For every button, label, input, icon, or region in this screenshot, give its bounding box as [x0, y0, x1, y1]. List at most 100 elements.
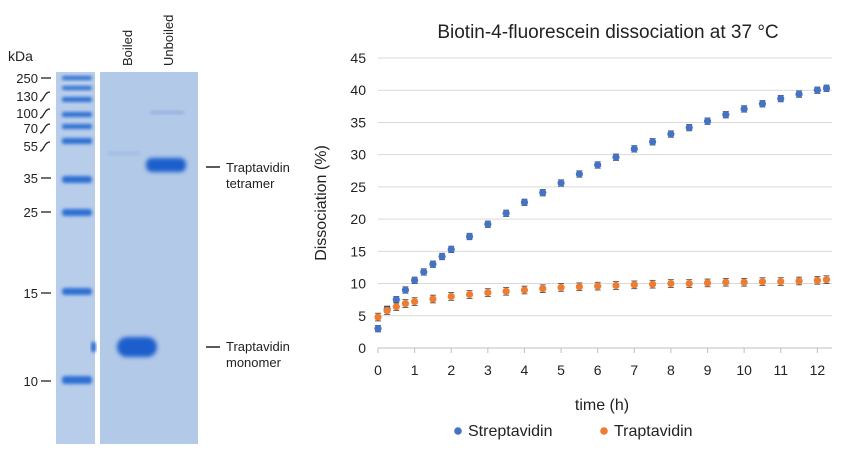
data-point-traptavidin — [465, 290, 474, 299]
ladder-band — [62, 288, 92, 295]
x-tick-label: 0 — [374, 362, 382, 378]
marker-label-70: 70 — [24, 121, 38, 136]
data-point-traptavidin — [777, 278, 785, 286]
data-point-traptavidin — [667, 279, 675, 288]
data-point-streptavidin — [594, 161, 602, 169]
annotation-tetramer-line1: Traptavidin — [226, 160, 290, 175]
data-point-traptavidin — [401, 299, 410, 308]
monomer-edge-mark — [91, 342, 96, 352]
data-point-traptavidin — [539, 285, 547, 293]
y-tick-label: 25 — [350, 179, 366, 195]
data-point-traptavidin — [520, 286, 529, 294]
marker-label-130: 130 — [16, 89, 38, 104]
data-point-traptavidin — [484, 288, 492, 297]
annotation-tetramer: Traptavidin tetramer — [206, 160, 290, 191]
marker-tick — [39, 123, 51, 134]
data-point-traptavidin — [685, 279, 693, 288]
data-point-traptavidin — [557, 283, 565, 292]
data-point-traptavidin — [612, 281, 620, 290]
tetramer-band — [146, 158, 186, 172]
marker-label-250: 250 — [16, 71, 38, 86]
data-point-traptavidin — [813, 276, 821, 284]
data-point-traptavidin — [594, 282, 602, 290]
annotation-monomer-line1: Traptavidin — [226, 339, 290, 354]
gel-lane-label-unboiled: Unboiled — [161, 15, 176, 66]
data-point-streptavidin — [795, 90, 803, 98]
data-point-streptavidin — [429, 260, 437, 268]
ladder-band — [62, 97, 92, 102]
data-point-traptavidin — [722, 278, 730, 286]
data-point-traptavidin — [374, 313, 382, 321]
data-point-streptavidin — [438, 252, 446, 261]
marker-tick — [39, 108, 51, 119]
marker-label-55: 55 — [24, 139, 38, 154]
x-tick-label: 1 — [411, 362, 419, 378]
y-tick-label: 45 — [350, 50, 366, 66]
ladder-band — [62, 112, 92, 117]
gel-lane-divider — [95, 72, 100, 444]
ladder-band — [62, 76, 92, 80]
legend-marker-traptavidin — [600, 427, 608, 435]
legend-marker-streptavidin — [454, 427, 462, 435]
data-point-streptavidin — [447, 245, 455, 253]
data-point-streptavidin — [813, 86, 821, 94]
chart-legend: Streptavidin Traptavidin — [454, 423, 693, 440]
data-point-streptavidin — [575, 170, 583, 178]
data-point-traptavidin — [447, 292, 455, 301]
data-point-streptavidin — [722, 111, 730, 119]
data-point-streptavidin — [740, 105, 748, 113]
series-traptavidin — [374, 275, 831, 322]
faint-band — [150, 111, 184, 114]
data-point-traptavidin — [392, 303, 400, 311]
y-tick-label: 15 — [350, 243, 366, 259]
y-tick-label: 30 — [350, 147, 366, 163]
marker-label-10: 10 — [24, 374, 38, 389]
data-point-streptavidin — [822, 84, 831, 92]
data-point-streptavidin — [484, 220, 492, 228]
ladder-band — [62, 209, 92, 216]
data-point-traptavidin — [822, 276, 831, 284]
marker-label-100: 100 — [16, 106, 38, 121]
data-point-streptavidin — [539, 189, 547, 197]
ladder-band — [62, 376, 92, 384]
data-point-streptavidin — [777, 95, 785, 103]
data-point-traptavidin — [630, 281, 638, 289]
x-tick-label: 4 — [521, 362, 529, 378]
x-tick-label: 5 — [557, 362, 565, 378]
data-point-traptavidin — [575, 283, 583, 291]
x-tick-label: 10 — [736, 362, 752, 378]
x-tick-label: 6 — [594, 362, 602, 378]
data-point-streptavidin — [420, 268, 428, 276]
data-point-streptavidin — [374, 325, 382, 333]
ladder-band — [62, 86, 92, 90]
ladder-band — [62, 138, 92, 144]
x-tick-label: 3 — [484, 362, 492, 378]
annotation-monomer: Traptavidin monomer — [206, 339, 290, 370]
data-point-traptavidin — [429, 295, 437, 303]
y-tick-label: 0 — [358, 340, 366, 356]
x-tick-label: 9 — [704, 362, 712, 378]
y-tick-label: 10 — [350, 276, 366, 292]
y-tick-label: 5 — [358, 308, 366, 324]
marker-label-15: 15 — [24, 286, 38, 301]
data-point-traptavidin — [758, 278, 767, 286]
y-tick-label: 40 — [350, 82, 366, 98]
data-point-streptavidin — [758, 100, 767, 108]
annotation-monomer-line2: monomer — [226, 355, 282, 370]
y-tick-label: 35 — [350, 114, 366, 130]
x-axis-label: time (h) — [575, 397, 629, 414]
data-point-traptavidin — [703, 279, 712, 287]
series-streptavidin — [374, 84, 831, 333]
annotation-tetramer-line2: tetramer — [226, 176, 275, 191]
data-point-streptavidin — [502, 209, 510, 217]
data-point-traptavidin — [648, 280, 657, 288]
marker-label-25: 25 — [24, 205, 38, 220]
data-point-streptavidin — [411, 276, 419, 284]
monomer-band — [117, 337, 157, 357]
data-point-streptavidin — [648, 138, 657, 146]
data-point-traptavidin — [795, 277, 803, 285]
